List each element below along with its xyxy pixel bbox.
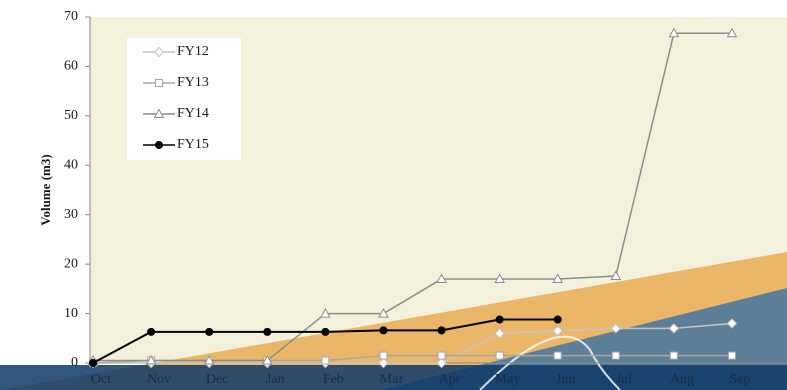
data-point — [495, 351, 504, 360]
data-point — [147, 327, 156, 336]
data-point — [378, 357, 389, 369]
data-point — [321, 327, 330, 336]
x-tick-label: Nov — [147, 372, 171, 387]
data-point — [726, 27, 738, 38]
data-point — [494, 273, 505, 283]
data-point — [379, 351, 388, 360]
x-tick-label: Sep — [729, 372, 750, 387]
x-tick-label: Aug — [670, 372, 694, 387]
data-point — [145, 355, 157, 365]
data-point — [553, 351, 562, 360]
data-point — [552, 273, 564, 283]
legend-label: FY14 — [177, 106, 209, 121]
legend-marker — [155, 79, 163, 87]
data-point — [610, 270, 622, 281]
decor-band — [0, 365, 787, 390]
y-tick-label: 70 — [64, 9, 78, 24]
legend-marker — [153, 46, 165, 58]
data-point — [552, 325, 563, 337]
data-point — [668, 323, 680, 334]
data-point — [89, 359, 98, 367]
x-tick-label: Mar — [380, 372, 404, 387]
x-tick-label: Dec — [206, 372, 229, 387]
data-point — [553, 315, 562, 324]
data-point — [669, 351, 678, 360]
y-tick-label: 10 — [64, 306, 78, 321]
decor-swoosh — [479, 335, 621, 390]
legend-label: FY12 — [177, 44, 209, 59]
decor-blue — [380, 288, 787, 390]
data-point — [378, 308, 389, 318]
legend-marker — [155, 141, 163, 149]
data-point — [203, 355, 215, 365]
series-line — [93, 32, 732, 362]
legend-marker — [153, 108, 165, 118]
data-point — [320, 308, 331, 318]
data-point — [611, 351, 620, 360]
data-point — [436, 273, 447, 283]
y-tick-label: 20 — [64, 256, 78, 271]
data-point — [494, 328, 505, 339]
data-point — [205, 327, 214, 336]
data-point — [379, 326, 388, 335]
y-tick-label: 30 — [64, 207, 78, 222]
y-tick-label: 0 — [71, 355, 78, 370]
x-tick-label: Jun — [556, 372, 575, 387]
data-point — [263, 327, 272, 336]
data-point — [437, 326, 446, 335]
data-point — [727, 351, 736, 360]
legend-label: FY13 — [177, 75, 209, 90]
data-point — [436, 357, 447, 369]
x-tick-label: Oct — [91, 372, 111, 387]
x-tick-label: Feb — [323, 372, 344, 387]
data-point — [495, 315, 504, 324]
y-tick-label: 60 — [64, 59, 78, 74]
x-tick-label: Jul — [616, 372, 632, 387]
data-point — [321, 356, 330, 365]
y-axis-title: Volume (m3) — [38, 154, 53, 225]
data-point — [261, 355, 273, 365]
x-tick-label: Jan — [266, 372, 285, 387]
series-line — [93, 322, 733, 364]
x-tick-label: May — [495, 372, 521, 387]
data-point — [437, 351, 446, 360]
legend-label: FY15 — [177, 137, 209, 152]
y-tick-label: 50 — [64, 108, 78, 123]
legend — [127, 38, 241, 160]
data-point — [610, 323, 621, 334]
data-point — [668, 27, 680, 38]
data-point — [726, 318, 738, 329]
y-tick-label: 40 — [64, 158, 78, 173]
x-tick-label: Apr — [439, 372, 461, 387]
